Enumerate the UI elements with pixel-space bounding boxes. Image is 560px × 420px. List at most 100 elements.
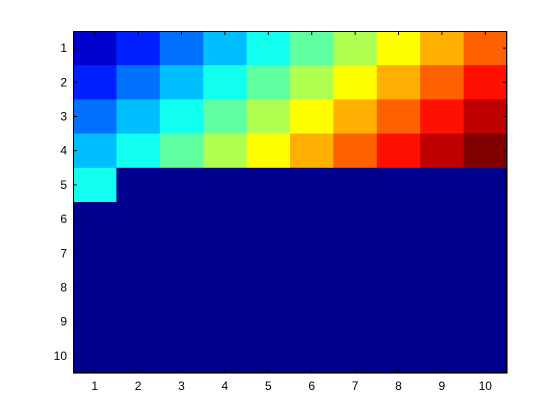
heatmap-cell bbox=[463, 304, 508, 340]
heatmap-cell bbox=[420, 167, 465, 203]
y-tick-label: 7 bbox=[60, 246, 67, 260]
heatmap-cell bbox=[116, 202, 161, 237]
heatmap-cell bbox=[463, 99, 508, 135]
x-tick-label: 9 bbox=[439, 379, 446, 393]
heatmap-cell bbox=[159, 99, 204, 135]
heatmap-cell bbox=[159, 236, 204, 271]
heatmap-cell bbox=[290, 167, 334, 203]
heatmap-cell bbox=[290, 99, 334, 135]
heatmap-cell bbox=[420, 99, 465, 135]
heatmap-cell bbox=[203, 31, 248, 66]
heatmap-cell bbox=[333, 65, 378, 100]
heatmap-cell bbox=[246, 31, 291, 66]
heatmap-cell bbox=[333, 167, 378, 203]
heatmap-cell bbox=[116, 304, 161, 340]
heatmap-cell bbox=[116, 99, 161, 135]
heatmap-cell bbox=[463, 270, 508, 306]
heatmap-cell bbox=[420, 202, 465, 237]
heatmap-cell bbox=[463, 236, 508, 271]
heatmap-cell bbox=[376, 304, 421, 340]
heatmap-cell bbox=[73, 338, 117, 374]
heatmap-cell bbox=[376, 202, 421, 237]
heatmap-cell bbox=[246, 236, 291, 271]
heatmap-cell bbox=[376, 133, 421, 169]
heatmap-cell bbox=[376, 65, 421, 100]
heatmap-cell bbox=[420, 65, 465, 100]
heatmap-cell bbox=[116, 167, 161, 203]
heatmap-cell bbox=[73, 202, 117, 237]
heatmap-cell bbox=[159, 202, 204, 237]
heatmap-cell bbox=[203, 304, 248, 340]
y-tick-label: 2 bbox=[60, 75, 67, 89]
heatmap-cell bbox=[420, 31, 465, 66]
heatmap-cell bbox=[333, 202, 378, 237]
heatmap-cell bbox=[246, 133, 291, 169]
x-tick-label: 8 bbox=[395, 379, 402, 393]
y-tick-label: 4 bbox=[60, 144, 67, 158]
heatmap-cell bbox=[246, 167, 291, 203]
heatmap-cell bbox=[159, 304, 204, 340]
heatmap-cell bbox=[159, 133, 204, 169]
heatmap-cell bbox=[246, 338, 291, 374]
heatmap-cell bbox=[73, 167, 117, 203]
heatmap-cell bbox=[376, 31, 421, 66]
heatmap-cell bbox=[203, 99, 248, 135]
axes-frame bbox=[73, 31, 507, 373]
heatmap-cell bbox=[290, 65, 334, 100]
heatmap-cell bbox=[159, 270, 204, 306]
heatmap-cell bbox=[376, 338, 421, 374]
heatmap-cell bbox=[333, 338, 378, 374]
heatmap-cell bbox=[420, 270, 465, 306]
y-tick-label: 3 bbox=[60, 110, 67, 124]
y-tick-label: 6 bbox=[60, 212, 67, 226]
y-tick-label: 1 bbox=[60, 41, 67, 55]
heatmap-cell bbox=[203, 65, 248, 100]
heatmap-cell bbox=[463, 338, 508, 374]
heatmap-cell bbox=[246, 270, 291, 306]
heatmap-cell bbox=[333, 270, 378, 306]
x-tick-label: 6 bbox=[308, 379, 315, 393]
heatmap-cell bbox=[159, 31, 204, 66]
y-tick-label: 10 bbox=[54, 349, 68, 363]
heatmap-cell bbox=[203, 270, 248, 306]
heatmap-cells bbox=[73, 31, 508, 374]
x-tick-label: 1 bbox=[91, 379, 98, 393]
heatmap-cell bbox=[203, 167, 248, 203]
heatmap-cell bbox=[463, 133, 508, 169]
heatmap-cell bbox=[203, 133, 248, 169]
heatmap-cell bbox=[463, 31, 508, 66]
heatmap-cell bbox=[420, 304, 465, 340]
heatmap-cell bbox=[73, 65, 117, 100]
heatmap-cell bbox=[246, 202, 291, 237]
heatmap-cell bbox=[463, 202, 508, 237]
x-tick-label: 2 bbox=[135, 379, 142, 393]
x-tick-label: 7 bbox=[352, 379, 359, 393]
y-tick-label: 8 bbox=[60, 281, 67, 295]
heatmap-cell bbox=[246, 99, 291, 135]
heatmap-cell bbox=[290, 236, 334, 271]
x-tick-label: 10 bbox=[479, 379, 493, 393]
heatmap-cell bbox=[73, 236, 117, 271]
heatmap-cell bbox=[376, 236, 421, 271]
heatmap-cell bbox=[159, 167, 204, 203]
heatmap-cell bbox=[73, 31, 117, 66]
heatmap-cell bbox=[73, 304, 117, 340]
heatmap-cell bbox=[116, 270, 161, 306]
heatmap-cell bbox=[203, 338, 248, 374]
heatmap-cell bbox=[420, 236, 465, 271]
x-tick-label: 3 bbox=[178, 379, 185, 393]
heatmap-cell bbox=[420, 338, 465, 374]
heatmap-cell bbox=[290, 338, 334, 374]
heatmap-cell bbox=[376, 270, 421, 306]
heatmap-cell bbox=[116, 31, 161, 66]
x-axis: 1 2 3 4 5 6 7 8 9 10 bbox=[91, 31, 492, 393]
heatmap-cell bbox=[290, 270, 334, 306]
x-tick-label: 4 bbox=[222, 379, 229, 393]
heatmap-cell bbox=[116, 236, 161, 271]
heatmap-cell bbox=[116, 65, 161, 100]
heatmap-cell bbox=[290, 304, 334, 340]
heatmap-cell bbox=[420, 133, 465, 169]
heatmap-cell bbox=[333, 133, 378, 169]
heatmap-cell bbox=[333, 236, 378, 271]
